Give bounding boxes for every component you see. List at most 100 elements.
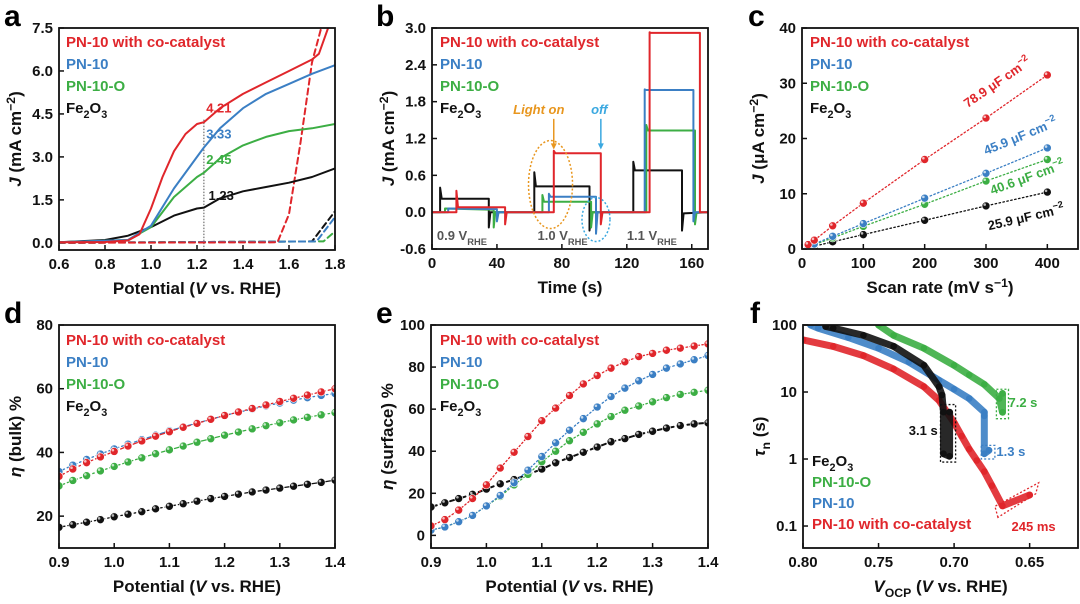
y-tick-label: 30 [779, 75, 796, 92]
series-line [59, 216, 335, 244]
legend-entry: Fe2O3 [66, 398, 107, 419]
x-tick-label: 1.0 [104, 554, 125, 571]
text-part: PN-10 [66, 56, 109, 73]
data-point [675, 421, 685, 430]
legend-entry: Fe2O3 [440, 100, 481, 121]
y-tick-label: 10 [780, 384, 797, 401]
axes-frame [430, 324, 709, 549]
y-axis-label: J (mA cm−2) [377, 91, 398, 187]
data-point-highlight [580, 449, 584, 453]
data-point [551, 438, 560, 448]
data-point [123, 441, 133, 451]
data-point-highlight [153, 451, 156, 454]
x-tick-label: 1.2 [187, 256, 208, 273]
data-point-highlight [580, 429, 584, 433]
data-point-highlight [235, 429, 239, 433]
data-point [675, 343, 685, 353]
annotation-label: off [591, 102, 609, 117]
data-point [192, 496, 202, 506]
data-point [275, 483, 285, 493]
data-point-highlight [811, 237, 815, 241]
text-part: 2 [830, 462, 836, 474]
data-point-highlight [1044, 72, 1048, 75]
data-point [859, 230, 868, 239]
data-point [220, 492, 229, 501]
data-point [592, 371, 602, 380]
text-part: 3.1 s [909, 423, 938, 438]
data-point-highlight [84, 473, 87, 476]
data-point-highlight [153, 506, 156, 509]
data-point-highlight [318, 389, 322, 392]
data-point [551, 403, 560, 413]
data-point [565, 425, 574, 435]
data-point [938, 391, 946, 399]
text-part: −2 [1015, 52, 1029, 66]
text-part: 1.1 V [627, 228, 658, 243]
data-point-highlight [650, 428, 653, 432]
data-point-highlight [566, 392, 570, 396]
data-point-highlight [194, 420, 197, 424]
data-point [648, 370, 657, 379]
data-point-highlight [663, 425, 667, 429]
legend-entry: PN-10 [66, 354, 109, 371]
data-point-highlight [622, 385, 625, 389]
data-point [96, 452, 105, 462]
annotation-label: 25.9 μF cm−2 [986, 199, 1066, 233]
data-point-highlight [608, 439, 612, 442]
data-point-highlight [277, 485, 280, 489]
data-point-highlight [983, 170, 986, 174]
data-point [59, 522, 64, 532]
text-part: PN-10-O [810, 78, 870, 95]
data-point [648, 349, 657, 358]
text-part: PN-10-O [440, 78, 500, 95]
data-point-highlight [456, 495, 459, 499]
data-point [814, 325, 822, 332]
data-point [689, 355, 699, 365]
plot-area [431, 339, 708, 535]
y-tick-label: 10 [779, 186, 796, 203]
data-point [965, 395, 973, 402]
data-point-highlight [511, 480, 515, 483]
data-point [275, 418, 285, 428]
text-part: 3.33 [206, 126, 231, 141]
data-point [289, 415, 298, 425]
text-part: PN-10 [440, 354, 483, 371]
data-point [988, 482, 996, 489]
text-part: PN-10 [812, 495, 855, 512]
y-tick-label: 20 [408, 485, 425, 502]
data-point-highlight [125, 459, 128, 462]
data-point-highlight [650, 371, 653, 375]
x-tick-label: 0.65 [1015, 554, 1044, 571]
x-tick-label: 0 [798, 255, 806, 272]
x-tick-label: 1.4 [233, 256, 255, 273]
data-point [440, 498, 450, 508]
data-point-highlight [277, 398, 280, 402]
text-part: V [873, 577, 886, 596]
data-point [275, 397, 285, 406]
annotation-label: 0.9 VRHE [437, 228, 487, 247]
text-part: OCP [885, 586, 912, 599]
x-tick-label: 1.2 [214, 554, 235, 571]
data-point-highlight [97, 454, 101, 457]
data-point [151, 504, 160, 514]
text-part: PN-10 [440, 56, 483, 73]
text-part: 2 [458, 109, 464, 121]
text-part: PN-10 [66, 354, 109, 371]
data-point-highlight [84, 460, 87, 463]
data-point [981, 412, 988, 420]
data-point [950, 385, 958, 393]
data-point [537, 416, 547, 426]
data-point [828, 221, 837, 231]
text-part: Scan rate (mV s [866, 278, 994, 297]
data-point-highlight [277, 420, 280, 423]
panel-c: c 0 100 200 300 400 0 10 20 30 40 Scan rate (mV s−1… [747, 0, 1079, 297]
data-point [82, 458, 91, 467]
data-point [509, 478, 519, 488]
data-point-highlight [235, 409, 239, 412]
data-point-highlight [553, 460, 556, 463]
data-point-highlight [222, 493, 225, 497]
text-part: 1.23 [209, 188, 234, 203]
data-point-highlight [70, 466, 73, 469]
y-axis-label: J (mA cm−2) [4, 91, 25, 187]
data-point-highlight [249, 405, 253, 409]
